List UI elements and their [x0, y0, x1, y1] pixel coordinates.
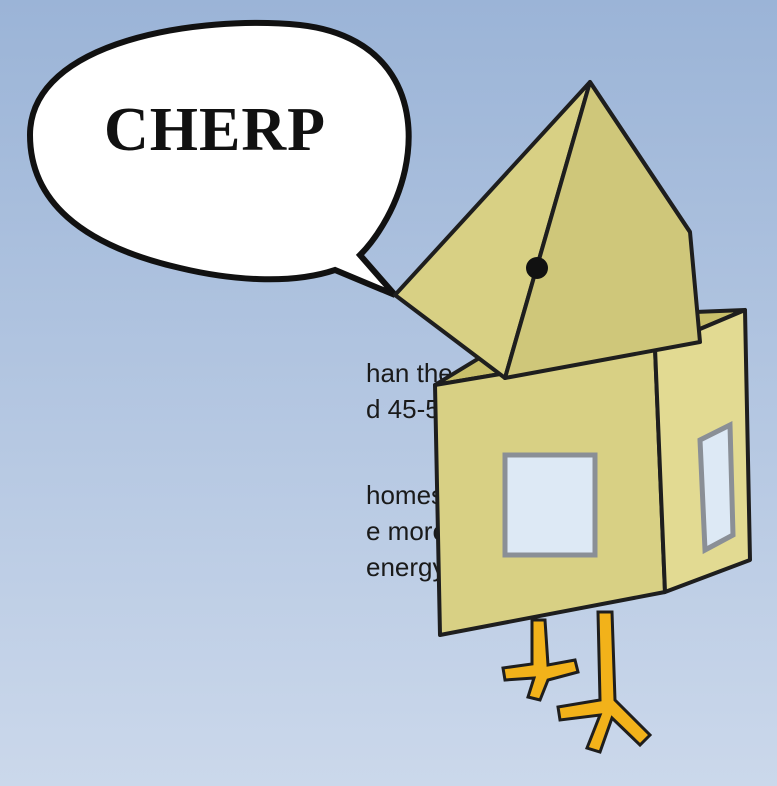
- eye: [526, 257, 548, 279]
- bubble-text: CHERP: [104, 96, 326, 164]
- scene: CHERP han the 19% averaged 45-55% reduct…: [0, 0, 777, 786]
- page: CHERP han the 19% averaged 45-55% reduct…: [0, 0, 777, 786]
- window: [505, 455, 595, 555]
- window: [700, 425, 733, 550]
